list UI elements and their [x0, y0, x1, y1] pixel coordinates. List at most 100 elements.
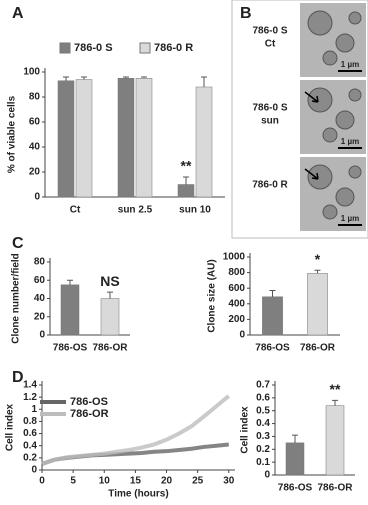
bar	[117, 78, 135, 198]
x-tick-label: 786-OR	[300, 343, 336, 354]
y-tick-label: 0.2	[256, 444, 270, 455]
y-axis-label: % of viable cells	[7, 95, 18, 173]
organelle	[335, 33, 355, 53]
y-tick-label: 20	[34, 311, 46, 322]
bar	[177, 184, 195, 198]
y-tick-label: 0.6	[256, 392, 270, 403]
significance: *	[315, 251, 321, 267]
organelle	[322, 204, 338, 220]
y-tick-label: 40	[29, 142, 41, 153]
bar	[285, 442, 305, 476]
line	[41, 394, 231, 466]
bar	[135, 78, 153, 198]
organelle	[307, 87, 333, 113]
y-tick-label: 1.4	[23, 380, 37, 391]
y-tick-label: 0.2	[23, 452, 37, 463]
y-axis-label: Cell index	[5, 403, 16, 451]
y-tick-label: 0.1	[256, 457, 270, 468]
y-tick-label: 0	[264, 470, 270, 481]
y-tick-label: 0.4	[23, 440, 37, 451]
x-tick-label: 786-OS	[278, 483, 313, 494]
y-tick-label: 40	[34, 293, 46, 304]
y-tick-label: 0	[39, 330, 45, 341]
arrow	[304, 168, 319, 180]
x-tick-label: 30	[223, 476, 235, 487]
legend-label: 786-0 R	[154, 42, 193, 54]
x-tick-label: 786-OR	[317, 483, 353, 494]
organelle	[335, 187, 355, 207]
significance: NS	[100, 273, 119, 289]
x-tick-label: 25	[192, 476, 204, 487]
panel-b-frame	[231, 0, 368, 239]
x-axis-label: Time (hours)	[108, 489, 168, 500]
x-tick-label: sun 10	[179, 205, 211, 216]
x-tick-label: sun 2.5	[118, 205, 153, 216]
y-axis-label: Cell index	[240, 406, 251, 454]
panel-letter: C	[12, 235, 24, 252]
y-tick-label: 100	[23, 67, 40, 78]
y-tick-label: 200	[228, 314, 245, 325]
error-bar	[183, 176, 189, 185]
error-bar	[269, 290, 276, 297]
arrow	[304, 91, 319, 103]
error-bar	[63, 76, 69, 81]
y-tick-label: 0.5	[256, 405, 270, 416]
error-bar	[141, 76, 147, 79]
significance: **	[330, 381, 341, 397]
panel-letter: A	[12, 5, 24, 22]
x-tick-label: 0	[39, 476, 45, 487]
legend-label: 786-0 S	[74, 42, 113, 54]
bar	[75, 79, 93, 198]
y-tick-label: 1000	[223, 252, 246, 263]
organelle	[348, 88, 362, 102]
y-tick-label: 1.2	[23, 392, 37, 403]
x-tick-label: 5	[70, 476, 76, 487]
bar	[307, 273, 328, 336]
error-bar	[201, 76, 207, 87]
organelle	[348, 165, 362, 179]
y-tick-label: 0	[34, 192, 40, 203]
image-label: 786-0 S	[252, 103, 287, 114]
legend-label: 786-OS	[70, 396, 108, 408]
y-tick-label: 0.6	[23, 428, 37, 439]
y-tick-label: 800	[228, 267, 245, 278]
organelle	[348, 11, 362, 25]
error-bar	[314, 269, 321, 274]
legend-label: 786-OR	[70, 408, 109, 420]
x-tick-label: 786-OS	[53, 343, 88, 354]
error-bar	[332, 399, 338, 406]
bar	[195, 86, 213, 198]
panel-letter: B	[240, 5, 252, 22]
legend-swatch	[59, 42, 71, 54]
y-tick-label: 600	[228, 283, 245, 294]
x-tick-label: 786-OS	[255, 343, 290, 354]
bar	[60, 284, 80, 336]
x-tick-label: 786-OR	[92, 343, 128, 354]
error-bar	[123, 76, 129, 79]
organelle	[307, 10, 333, 36]
image-label: 786-0 R	[252, 180, 288, 191]
scale-label: 1 µm	[341, 214, 359, 223]
y-tick-label: 60	[29, 117, 41, 128]
error-bar	[292, 434, 298, 443]
x-tick-label: 15	[130, 476, 142, 487]
y-tick-label: 20	[29, 167, 41, 178]
image-label: Ct	[265, 39, 276, 50]
y-tick-label: 0	[239, 330, 245, 341]
y-tick-label: 0	[31, 465, 37, 476]
organelle	[335, 110, 355, 130]
y-axis-label: Clone number/field	[11, 253, 22, 344]
error-bar	[107, 291, 113, 299]
bar	[262, 296, 283, 336]
y-tick-label: 80	[29, 92, 41, 103]
bar	[325, 405, 345, 476]
x-tick-label: 20	[161, 476, 173, 487]
organelle	[322, 50, 338, 66]
y-axis-label: Clone size (AU)	[207, 259, 218, 332]
y-tick-label: 60	[34, 275, 46, 286]
significance: **	[181, 158, 192, 174]
y-tick-label: 0.4	[256, 418, 270, 429]
organelle	[307, 164, 333, 190]
organelle	[322, 127, 338, 143]
